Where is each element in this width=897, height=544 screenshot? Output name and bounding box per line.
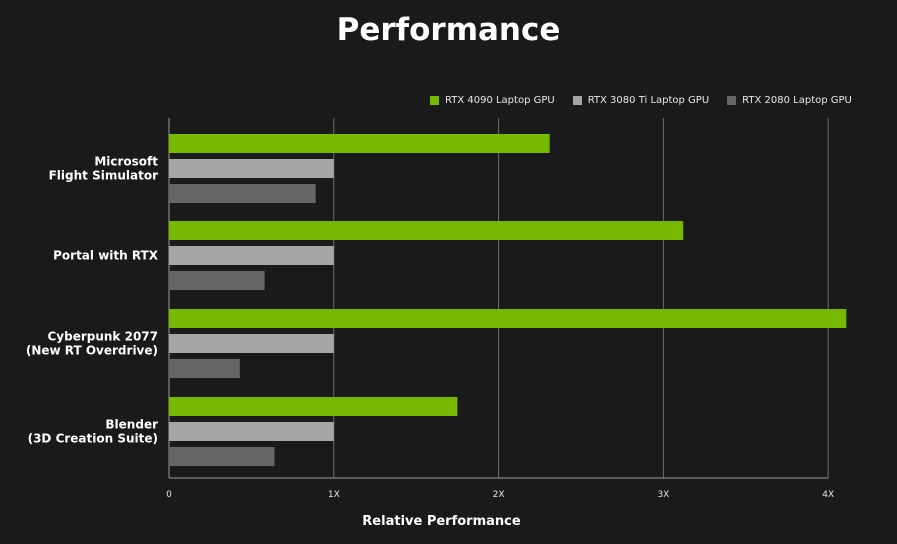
bar-4-series-3	[169, 447, 275, 466]
bar-2-series-2	[169, 246, 334, 265]
category-label-3: Cyberpunk 2077 (New RT Overdrive)	[26, 330, 158, 358]
bar-1-series-1	[169, 134, 550, 153]
legend-item-rtx-4090: RTX 4090 Laptop GPU	[430, 95, 555, 106]
category-label-4: Blender (3D Creation Suite)	[28, 418, 158, 446]
legend-label-rtx-4090: RTX 4090 Laptop GPU	[445, 95, 555, 106]
legend-swatch-rtx-3080ti	[572, 96, 582, 105]
legend-swatch-rtx-4090	[430, 96, 439, 105]
category-label-line: Microsoft	[94, 155, 158, 169]
bar-4-series-2	[169, 422, 334, 441]
bar-2-series-1	[169, 221, 684, 240]
category-label-line: Portal with RTX	[53, 249, 159, 263]
bar-4-series-1	[169, 397, 458, 416]
bar-1-series-2	[169, 159, 334, 178]
legend-label-rtx-3080ti: RTX 3080 Ti Laptop GPU	[587, 95, 710, 106]
legend-item-rtx-3080ti: RTX 3080 Ti Laptop GPU	[572, 95, 710, 106]
chart-legend: RTX 4090 Laptop GPU RTX 3080 Ti Laptop G…	[430, 95, 852, 106]
bar-3-series-1	[169, 309, 847, 328]
category-label-line: Blender	[105, 418, 158, 432]
category-label-line: Cyberpunk 2077	[47, 330, 158, 344]
bar-3-series-2	[169, 334, 334, 353]
category-label-1: Microsoft Flight Simulator	[49, 155, 159, 183]
category-label-line: (3D Creation Suite)	[28, 432, 158, 446]
x-tick-label-2: 2X	[493, 490, 505, 500]
legend-swatch-rtx-2080	[727, 96, 737, 105]
legend-item-rtx-2080: RTX 2080 Laptop GPU	[727, 95, 852, 106]
chart-title: Performance	[336, 12, 561, 48]
x-axis-label: Relative Performance	[362, 514, 521, 529]
legend-label-rtx-2080: RTX 2080 Laptop GPU	[742, 95, 852, 106]
x-tick-label-3: 3X	[657, 490, 669, 500]
bar-1-series-3	[169, 184, 316, 203]
category-label-line: (New RT Overdrive)	[26, 344, 158, 358]
bar-2-series-3	[169, 271, 265, 290]
x-tick-label-1: 1X	[328, 490, 340, 500]
x-tick-label-0: 0	[166, 490, 172, 500]
category-label-line: Flight Simulator	[49, 169, 158, 183]
bar-3-series-3	[169, 359, 240, 378]
x-tick-label-4: 4X	[822, 490, 834, 500]
category-label-2: Portal with RTX	[53, 249, 159, 263]
